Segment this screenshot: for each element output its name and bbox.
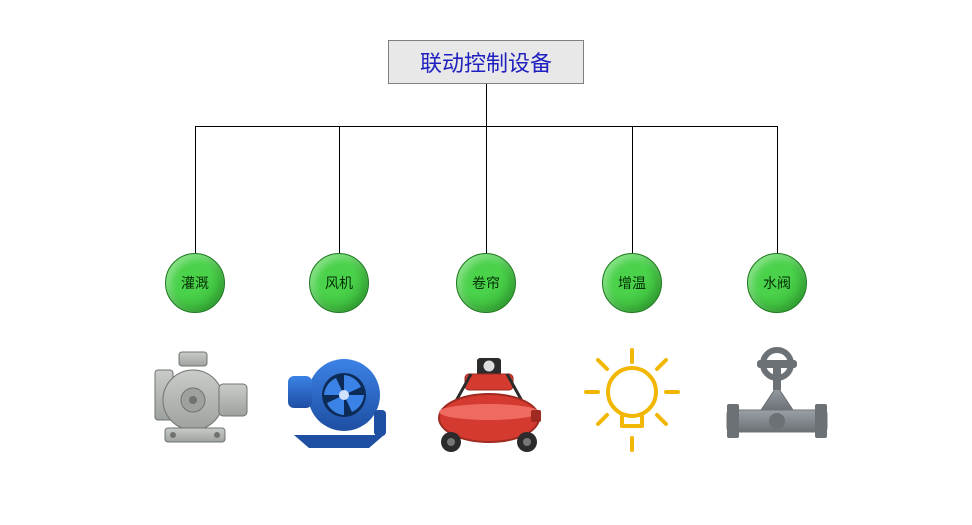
node-label-fan: 风机: [325, 273, 353, 293]
valve-device-icon: [717, 340, 837, 460]
title-text: 联动控制设备: [420, 46, 552, 78]
node-label-heating: 增温: [618, 273, 646, 293]
node-curtain: 卷帘: [456, 253, 516, 313]
title-box: 联动控制设备: [388, 40, 584, 84]
connector-branch-irrigation: [195, 126, 196, 253]
node-label-curtain: 卷帘: [472, 273, 500, 293]
node-label-irrigation: 灌溉: [181, 273, 209, 293]
connector-branch-fan: [339, 126, 340, 253]
node-heating: 增温: [602, 253, 662, 313]
node-valve: 水阀: [747, 253, 807, 313]
connector-branch-heating: [632, 126, 633, 253]
blower-device-icon: [274, 340, 404, 460]
connector-trunk: [486, 84, 487, 126]
node-label-valve: 水阀: [763, 273, 791, 293]
lamp-device-icon: [572, 340, 692, 460]
connector-branch-curtain: [486, 126, 487, 253]
node-fan: 风机: [309, 253, 369, 313]
irrigation-device-icon: [135, 340, 255, 460]
node-irrigation: 灌溉: [165, 253, 225, 313]
connector-branch-valve: [777, 126, 778, 253]
compressor-device-icon: [421, 340, 551, 460]
